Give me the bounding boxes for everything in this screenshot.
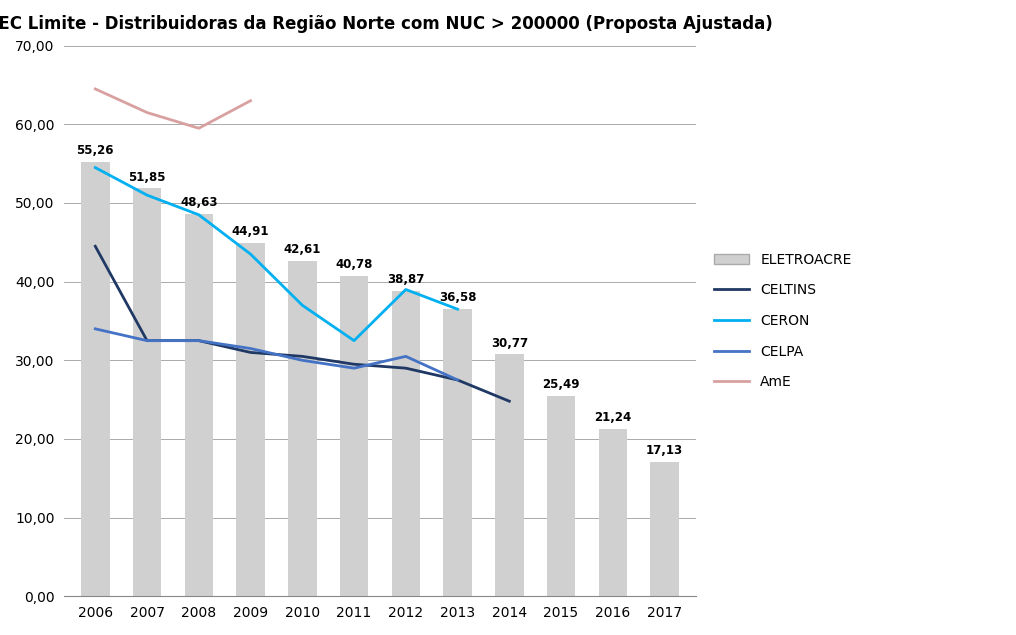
Line: CELPA: CELPA bbox=[96, 329, 457, 380]
AmE bbox=[89, 85, 102, 93]
Bar bbox=[237, 243, 265, 596]
CELPA bbox=[347, 364, 360, 372]
AmE bbox=[193, 124, 205, 132]
Legend: ELETROACRE, CELTINS, CERON, CELPA, AmE: ELETROACRE, CELTINS, CERON, CELPA, AmE bbox=[709, 247, 858, 395]
Line: CELTINS: CELTINS bbox=[96, 246, 509, 401]
Text: 30,77: 30,77 bbox=[491, 337, 528, 349]
Bar bbox=[547, 396, 575, 596]
Text: 36,58: 36,58 bbox=[439, 291, 477, 304]
Text: 42,61: 42,61 bbox=[283, 243, 321, 257]
Text: 48,63: 48,63 bbox=[180, 196, 217, 209]
CELTINS bbox=[141, 337, 153, 344]
Bar bbox=[598, 429, 627, 596]
CELTINS bbox=[245, 349, 257, 356]
Bar bbox=[495, 354, 523, 596]
Bar bbox=[339, 276, 368, 596]
CERON bbox=[245, 250, 257, 258]
CELTINS bbox=[297, 352, 309, 360]
Bar bbox=[443, 309, 471, 596]
Text: 25,49: 25,49 bbox=[543, 378, 580, 391]
CELPA bbox=[451, 376, 463, 384]
CERON bbox=[89, 164, 102, 171]
CELPA bbox=[399, 352, 411, 360]
AmE bbox=[141, 109, 153, 116]
Text: 17,13: 17,13 bbox=[646, 444, 683, 457]
CELPA bbox=[193, 337, 205, 344]
Bar bbox=[81, 162, 110, 596]
CERON bbox=[347, 337, 360, 344]
CELPA bbox=[245, 345, 257, 352]
Bar bbox=[650, 462, 679, 596]
Text: 40,78: 40,78 bbox=[335, 258, 373, 271]
Line: AmE: AmE bbox=[96, 89, 251, 128]
Bar bbox=[391, 291, 420, 596]
CELTINS bbox=[451, 376, 463, 384]
Text: 44,91: 44,91 bbox=[232, 225, 269, 238]
Bar bbox=[185, 214, 213, 596]
Text: 51,85: 51,85 bbox=[128, 171, 166, 184]
CELTINS bbox=[503, 398, 515, 405]
CERON bbox=[141, 191, 153, 199]
CELTINS bbox=[193, 337, 205, 344]
CELPA bbox=[89, 325, 102, 333]
CERON bbox=[297, 302, 309, 309]
Text: 38,87: 38,87 bbox=[387, 273, 425, 286]
Bar bbox=[289, 261, 317, 596]
CERON bbox=[399, 286, 411, 293]
CELTINS bbox=[89, 243, 102, 250]
Line: CERON: CERON bbox=[96, 168, 457, 340]
CERON bbox=[451, 305, 463, 313]
CELTINS bbox=[399, 364, 411, 372]
CELPA bbox=[141, 337, 153, 344]
CERON bbox=[193, 211, 205, 218]
CELPA bbox=[297, 356, 309, 364]
CELTINS bbox=[347, 361, 360, 368]
Text: 21,24: 21,24 bbox=[594, 411, 631, 424]
AmE bbox=[245, 97, 257, 105]
Title: FEC Limite - Distribuidoras da Região Norte com NUC > 200000 (Proposta Ajustada): FEC Limite - Distribuidoras da Região No… bbox=[0, 15, 773, 33]
Text: 55,26: 55,26 bbox=[76, 144, 114, 157]
Bar bbox=[133, 189, 162, 596]
